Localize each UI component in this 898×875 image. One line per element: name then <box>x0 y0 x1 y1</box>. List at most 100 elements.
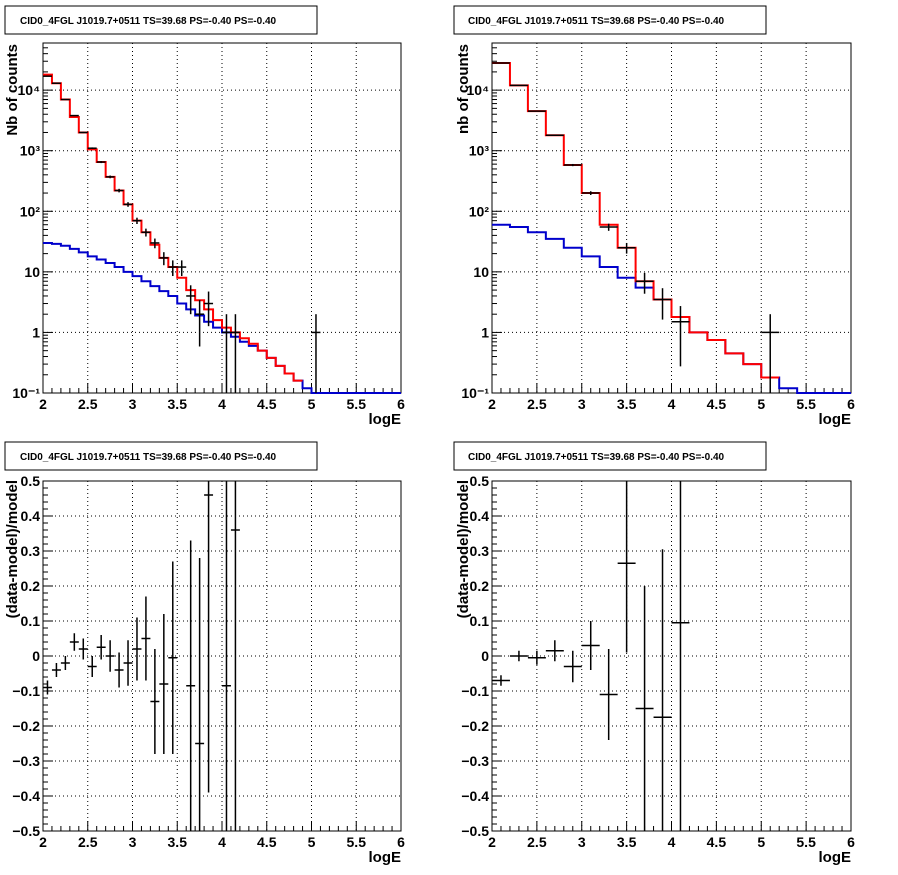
data-points <box>43 75 321 393</box>
title-box <box>4 441 318 471</box>
residual-point <box>168 561 178 754</box>
y-axis-label: (data-model)/model <box>455 480 472 618</box>
residual-point <box>581 621 600 670</box>
residual-point <box>132 617 142 681</box>
data-point <box>177 260 187 277</box>
residual-point <box>599 649 618 740</box>
data-point <box>159 252 169 266</box>
x-tick-label: 4 <box>668 834 676 850</box>
y-axis-label: Nb of counts <box>4 44 21 136</box>
x-axis: 2 2.5 3 3.5 4 4.5 5 5.5 6 <box>39 383 405 412</box>
data-point <box>204 291 214 327</box>
y-tick-label: −0.2 <box>12 718 40 734</box>
x-axis-label: logE <box>369 849 402 866</box>
data-point <box>563 163 582 167</box>
data-point <box>545 134 564 136</box>
x-tick-label: 5 <box>757 834 765 850</box>
y-axis: −0.5 −0.4 −0.3 −0.2 −0.1 0 0.1 0.2 0.3 0.4 0.5 <box>461 473 502 839</box>
x-tick-label: 2.5 <box>527 834 547 850</box>
residual-point <box>96 635 106 660</box>
data-point <box>123 202 133 207</box>
y-tick-label: −0.3 <box>12 753 40 769</box>
data-point <box>635 272 654 294</box>
data-point <box>141 228 151 237</box>
x-tick-label: 6 <box>397 834 405 850</box>
x-tick-label: 5.5 <box>796 396 816 412</box>
x-tick-label: 2.5 <box>78 396 98 412</box>
x-tick-label: 4 <box>218 396 226 412</box>
data-point <box>60 98 70 101</box>
data-point <box>186 285 196 315</box>
x-tick-label: 2.5 <box>78 834 98 850</box>
residual-point <box>87 656 97 677</box>
residual-point <box>123 640 133 686</box>
residual-point <box>527 650 546 665</box>
counts-panel-left: CID0_4FGL J1019.7+0511 TS=39.68 PS=-0.40… <box>4 5 405 428</box>
x-tick-label: 2 <box>488 396 496 412</box>
x-tick-label: 5 <box>308 834 316 850</box>
y-tick-label: 0.5 <box>21 473 41 489</box>
x-tick-label: 5 <box>757 396 765 412</box>
chart-title: CID0_4FGL J1019.7+0511 TS=39.68 PS=-0.40… <box>468 452 725 463</box>
model-histogram <box>492 62 780 379</box>
x-tick-label: 4 <box>218 834 226 850</box>
residual-panel-right: CID0_4FGL J1019.7+0511 TS=39.68 PS=-0.40… <box>453 441 855 866</box>
data-points <box>492 62 780 393</box>
y-tick-label: 0 <box>32 648 40 664</box>
residual-point <box>43 680 52 695</box>
residual-point <box>105 640 115 672</box>
residual-point <box>114 652 124 688</box>
title-box <box>4 5 318 35</box>
residual-points <box>492 481 690 831</box>
x-tick-label: 6 <box>847 834 855 850</box>
residual-point <box>545 640 564 662</box>
x-axis-label: logE <box>819 411 852 428</box>
y-tick-label: 10³ <box>469 143 490 159</box>
data-point <box>671 306 690 367</box>
residual-points <box>43 481 240 831</box>
data-point <box>599 223 618 231</box>
x-tick-label: 3 <box>578 834 586 850</box>
residual-point <box>159 614 169 754</box>
data-point <box>761 314 780 393</box>
x-tick-label: 5.5 <box>796 834 816 850</box>
data-point <box>653 288 672 320</box>
x-axis: 2 2.5 3 3.5 4 4.5 5 5.5 6 <box>488 383 855 412</box>
y-tick-label: 10 <box>24 264 40 280</box>
chart-title: CID0_4FGL J1019.7+0511 TS=39.68 PS=-0.40… <box>468 16 725 27</box>
x-tick-label: 3.5 <box>168 396 188 412</box>
residual-point <box>492 675 510 686</box>
data-point <box>105 175 115 179</box>
residual-point <box>563 650 582 683</box>
title-box <box>453 441 767 471</box>
y-tick-label: 0.3 <box>21 543 41 559</box>
data-point <box>78 131 88 134</box>
x-tick-label: 3.5 <box>617 396 637 412</box>
residual-point <box>195 558 205 831</box>
y-axis-label: nb of counts <box>455 44 472 134</box>
y-tick-label: 10 <box>473 264 489 280</box>
x-tick-label: 2.5 <box>527 396 547 412</box>
x-tick-label: 4 <box>668 396 676 412</box>
y-tick-label: 0.1 <box>21 613 41 629</box>
y-tick-label: 10³ <box>20 143 41 159</box>
y-tick-label: 10⁻¹ <box>461 385 489 401</box>
x-tick-label: 2 <box>488 834 496 850</box>
y-tick-label: 0.4 <box>470 508 490 524</box>
y-tick-label: 0.1 <box>470 613 490 629</box>
residual-point <box>617 481 636 653</box>
y-tick-label: 10⁻¹ <box>12 385 40 401</box>
data-point <box>311 314 321 393</box>
chart-title: CID0_4FGL J1019.7+0511 TS=39.68 PS=-0.40… <box>20 452 277 463</box>
residual-point <box>222 481 231 831</box>
residual-point <box>204 481 214 793</box>
data-point <box>222 314 231 393</box>
y-tick-label: −0.4 <box>12 788 40 804</box>
x-tick-label: 3 <box>129 396 137 412</box>
residual-panel-left: CID0_4FGL J1019.7+0511 TS=39.68 PS=-0.40… <box>4 441 405 866</box>
x-tick-label: 5.5 <box>347 834 367 850</box>
y-tick-label: −0.3 <box>461 753 489 769</box>
residual-point <box>141 596 151 681</box>
y-tick-label: −0.1 <box>461 683 489 699</box>
